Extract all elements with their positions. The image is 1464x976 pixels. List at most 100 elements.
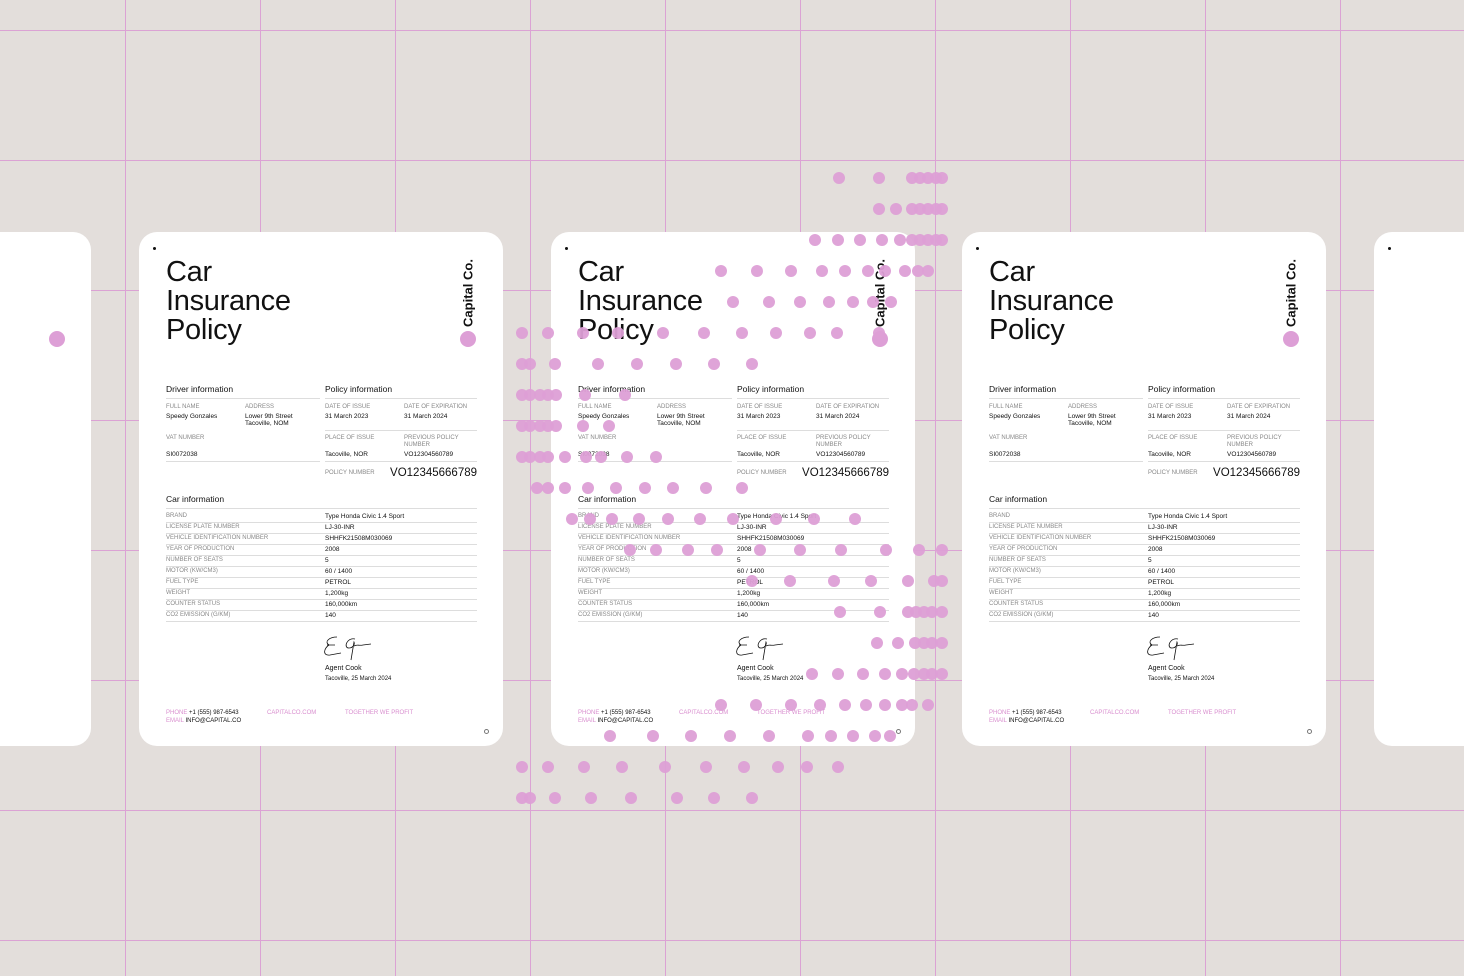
car-row-label: MOTOR (KW/CM3) [578,568,630,574]
address: Lower 9th Street Tacoville, NOM [657,413,705,427]
pattern-dot [580,451,592,463]
place-of-issue: Tacoville, NOR [1148,451,1191,458]
pattern-dot [542,482,554,494]
car-row-label: WEIGHT [989,590,1013,596]
car-row-value: 160,000km [325,601,358,608]
pattern-dot [908,668,920,680]
previous-policy-number: VO12304560789 [404,451,454,458]
pattern-dot [936,544,948,556]
pattern-dot [542,327,554,339]
car-row-label: VEHICLE IDENTIFICATION NUMBER [166,535,269,541]
car-row-value: LJ-30-INR [1148,524,1178,531]
footer-phone: PHONE +1 (555) 987-6543 [166,710,239,716]
grid-line [0,160,1464,161]
pattern-dot [806,668,818,680]
pattern-dot [828,575,840,587]
date-of-expiration-label: DATE OF EXPIRATION [404,404,468,410]
policy-heading: Policy information [1148,384,1216,394]
car-row-value: Type Honda Civic 1.4 Sport [1148,513,1228,520]
pattern-dot [871,637,883,649]
grid-line [1340,0,1341,976]
pattern-dot [926,637,938,649]
date-of-issue-label: DATE OF ISSUE [1148,404,1194,410]
car-row-value: 140 [1148,612,1159,619]
signature [1147,636,1195,661]
car-row-value: LJ-30-INR [325,524,355,531]
pattern-dot [524,389,536,401]
footer-website[interactable]: CAPITALCO.COM [267,710,317,716]
pattern-dot [874,606,886,618]
pattern-dot [794,544,806,556]
pattern-dot [682,544,694,556]
car-row-value: 5 [325,557,329,564]
car-row-value: PETROL [325,579,352,586]
partial-document-card-left [0,232,91,746]
car-row-label: LICENSE PLATE NUMBER [166,524,240,530]
car-row-label: BRAND [989,513,1011,519]
pattern-dot [603,420,615,432]
pattern-dot [835,544,847,556]
pattern-dot [715,699,727,711]
signature [324,636,372,661]
vat-number-label: VAT NUMBER [578,435,617,441]
pattern-dot [849,513,861,525]
pattern-dot [727,296,739,308]
car-row-label: VEHICLE IDENTIFICATION NUMBER [989,535,1092,541]
pattern-dot [550,389,562,401]
previous-policy-number: VO12304560789 [816,451,866,458]
pattern-dot [802,730,814,742]
pattern-dot [794,296,806,308]
vat-number: SI0072038 [989,451,1021,458]
pattern-dot [647,730,659,742]
address-label: ADDRESS [245,404,275,410]
pattern-dot [785,699,797,711]
pattern-dot [876,234,888,246]
previous-policy-number-label: PREVIOUS POLICY NUMBER [404,435,459,448]
car-row-label: MOTOR (KW/CM3) [989,568,1041,574]
car-row-label: CO2 EMISSION (G/KM) [989,612,1054,618]
pattern-dot [746,575,758,587]
car-row-label: NUMBER OF SEATS [166,557,223,563]
corner-dot [976,247,979,250]
car-row-label: CO2 EMISSION (G/KM) [166,612,231,618]
policy-heading: Policy information [737,384,805,394]
policy-number-label: POLICY NUMBER [1148,470,1198,476]
signature-place-date: Tacoville, 25 March 2024 [1148,676,1215,682]
pattern-dot [559,482,571,494]
pattern-dot [542,451,554,463]
brand-logo: Capital Co. [460,259,476,327]
pattern-dot [592,358,604,370]
pattern-dot [625,792,637,804]
pattern-dot [873,172,885,184]
car-row-label: VEHICLE IDENTIFICATION NUMBER [578,535,681,541]
pattern-dot [912,265,924,277]
pattern-dot [857,668,869,680]
address: Lower 9th Street Tacoville, NOM [245,413,293,427]
pattern-dot [894,234,906,246]
full-name-label: FULL NAME [166,404,200,410]
footer-website[interactable]: CAPITALCO.COM [679,710,729,716]
car-row-value: 60 / 1400 [1148,568,1176,575]
pattern-dot [619,389,631,401]
full-name-label: FULL NAME [989,404,1023,410]
pattern-dot [885,296,897,308]
pattern-dot [524,420,536,432]
pattern-dot [847,730,859,742]
car-row-label: WEIGHT [166,590,190,596]
car-row-value: 160,000km [737,601,770,608]
pattern-dot [633,513,645,525]
pattern-dot [825,730,837,742]
footer-slogan: TOGETHER WE PROFIT [1168,710,1237,716]
pattern-dot [715,265,727,277]
pattern-dot [926,668,938,680]
pattern-dot [896,668,908,680]
date-of-expiration: 31 March 2024 [1227,413,1271,420]
pattern-dot [578,761,590,773]
pattern-dot [936,606,948,618]
date-of-expiration: 31 March 2024 [404,413,448,420]
pattern-dot [832,234,844,246]
footer-website[interactable]: CAPITALCO.COM [1090,710,1140,716]
